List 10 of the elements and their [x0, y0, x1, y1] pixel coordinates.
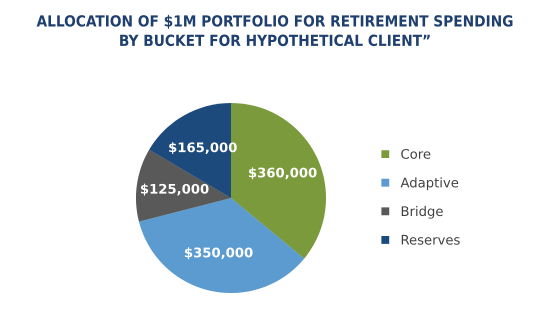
legend-label: Bridge	[402, 206, 443, 219]
pie-slice	[138, 198, 304, 294]
legend-label: Reserves	[402, 234, 460, 245]
legend-label: Core	[401, 148, 430, 159]
legend-label: Adaptive	[400, 177, 458, 190]
data-label: $350,000	[184, 247, 253, 260]
data-label: $125,000	[140, 184, 209, 196]
chart-title: ALLOCATION OF $1M PORTFOLIO FOR RETIREMENT SPENDING BY BUCKET FOR HYPOTHETICAL CLIENT”	[36, 14, 512, 46]
data-label: $360,000	[248, 167, 317, 180]
data-label: $165,000	[169, 142, 237, 154]
